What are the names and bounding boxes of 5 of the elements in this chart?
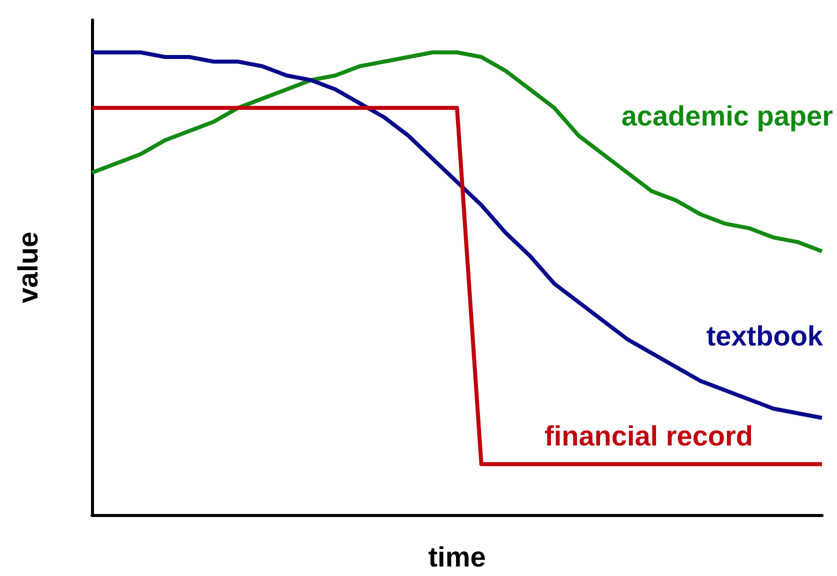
series-label: academic paper (621, 100, 834, 132)
y-axis-title: value (12, 232, 44, 304)
series-label: textbook (706, 320, 824, 352)
series-label: financial record (544, 420, 754, 452)
x-axis-title: time (428, 542, 486, 572)
